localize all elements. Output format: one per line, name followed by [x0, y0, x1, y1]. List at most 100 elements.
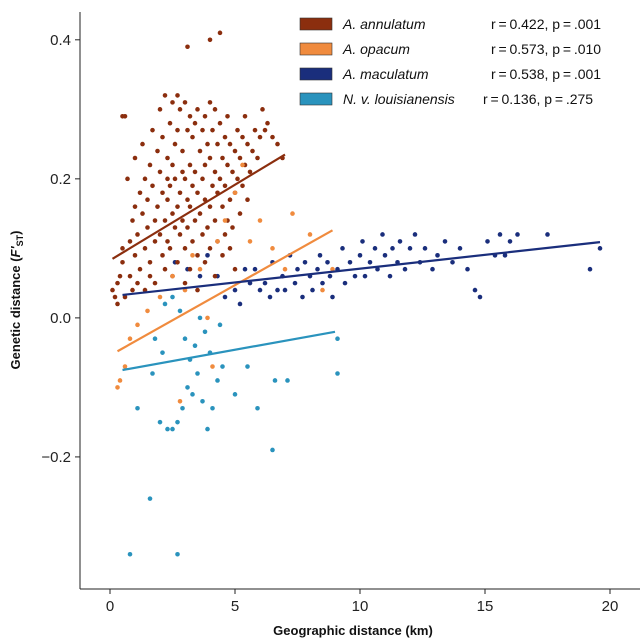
data-point: [240, 183, 245, 189]
data-point: [140, 141, 145, 147]
legend-stats-annulatum: r = 0.422, p = .001: [491, 16, 601, 32]
legend-stats-maculatum: r = 0.538, p = .001: [491, 66, 601, 82]
data-point: [185, 225, 190, 230]
data-point: [157, 232, 163, 237]
data-point: [187, 204, 193, 209]
data-point: [217, 176, 223, 182]
data-point: [127, 273, 133, 279]
data-point: [317, 253, 323, 258]
y-axis-title: Genetic distance (F'ST): [8, 231, 25, 370]
data-point: [242, 266, 248, 272]
data-point: [180, 169, 185, 175]
data-point: [330, 294, 335, 300]
legend-item: A. opacum r = 0.573, p = .010: [299, 41, 601, 57]
data-point: [127, 551, 133, 557]
data-point: [202, 197, 208, 202]
data-point: [230, 169, 235, 175]
data-point: [255, 155, 260, 161]
legend-swatch-maculatum: [299, 67, 333, 81]
data-point: [192, 120, 198, 126]
data-point: [307, 232, 313, 237]
data-point: [442, 239, 448, 244]
data-point: [360, 239, 365, 244]
data-point: [127, 239, 133, 244]
data-point: [472, 287, 478, 293]
data-point: [220, 364, 225, 369]
data-point: [290, 211, 295, 216]
data-point: [222, 183, 228, 189]
data-point: [175, 419, 180, 425]
data-point: [135, 232, 140, 237]
data-point: [172, 176, 178, 182]
y-axis-title-symbol: F': [8, 246, 23, 258]
data-point: [272, 378, 278, 383]
data-point: [222, 134, 228, 140]
data-point: [275, 141, 280, 147]
data-point: [220, 253, 225, 258]
data-point: [210, 183, 215, 189]
data-point: [195, 253, 200, 258]
data-point: [177, 399, 183, 404]
data-point: [192, 343, 198, 348]
data-point: [142, 176, 148, 182]
data-point: [247, 239, 253, 244]
data-point: [232, 266, 238, 272]
data-point: [282, 266, 288, 272]
legend-label-opacum: A. opacum: [342, 41, 410, 57]
legend-swatch-opacum: [299, 42, 333, 56]
data-point: [197, 273, 203, 279]
data-point: [262, 127, 268, 133]
data-point: [245, 364, 250, 369]
data-point: [255, 405, 260, 411]
data-point: [215, 378, 220, 383]
data-point: [265, 120, 270, 126]
data-point: [195, 190, 200, 196]
data-point: [380, 232, 385, 237]
regression-lines: [111, 153, 601, 372]
data-point: [165, 239, 170, 244]
data-point: [132, 204, 138, 209]
data-point: [202, 259, 208, 265]
data-point: [162, 301, 168, 307]
data-point: [170, 426, 175, 432]
data-point: [232, 190, 238, 196]
data-point: [170, 273, 175, 279]
data-point: [115, 385, 120, 390]
x-tick-label: 20: [602, 598, 619, 615]
data-point: [132, 155, 138, 161]
data-point: [192, 218, 198, 223]
data-point: [170, 100, 175, 105]
data-point: [382, 253, 388, 258]
data-point: [175, 127, 180, 133]
data-point: [190, 134, 195, 140]
data-point: [210, 405, 215, 411]
data-point: [252, 127, 258, 133]
data-point: [335, 336, 340, 342]
data-point: [477, 294, 483, 300]
data-point: [252, 266, 258, 272]
data-point: [230, 225, 235, 230]
data-point: [205, 253, 210, 258]
data-point: [237, 211, 243, 216]
data-point: [207, 100, 213, 105]
data-point: [202, 162, 208, 168]
data-point: [257, 287, 263, 293]
data-point: [112, 294, 118, 300]
legend-stats-louisianensis: r = 0.136, p = .275: [483, 91, 593, 107]
data-point: [325, 259, 330, 265]
data-point: [135, 322, 140, 328]
data-point: [215, 141, 220, 147]
data-points: [110, 30, 603, 557]
data-point: [320, 287, 325, 293]
data-point: [242, 113, 248, 119]
data-point: [390, 246, 395, 251]
data-point: [190, 183, 195, 189]
data-point: [175, 259, 180, 265]
data-point: [372, 246, 378, 251]
data-point: [247, 169, 253, 175]
data-point: [172, 225, 178, 230]
data-point: [185, 44, 190, 50]
data-point: [197, 148, 203, 154]
data-point: [165, 155, 170, 161]
data-point: [340, 246, 345, 251]
